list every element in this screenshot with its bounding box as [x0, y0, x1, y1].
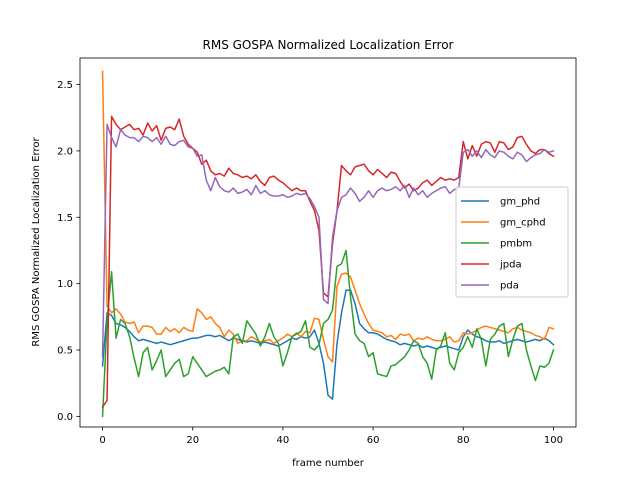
series-line-pda [101, 123, 555, 358]
x-tick-label: 40 [277, 435, 290, 446]
x-axis-label: frame number [292, 458, 365, 469]
series-line-pmbm [101, 249, 555, 418]
legend-label-gm_phd: gm_phd [500, 197, 540, 208]
x-tick-label: 0 [99, 435, 105, 446]
legend-label-pmbm: pmbm [500, 239, 532, 250]
x-axis: 0 20 40 60 80 100 [99, 427, 563, 446]
series-line-gm_phd [101, 289, 555, 400]
series-layer [101, 70, 555, 418]
legend-box [455, 186, 569, 298]
chart-title: RMS GOSPA Normalized Localization Error [203, 38, 454, 52]
y-tick-label: 2.0 [57, 146, 73, 157]
y-tick-label: 0.5 [57, 346, 73, 357]
y-tick-label: 1.0 [57, 279, 73, 290]
x-tick-label: 20 [186, 435, 199, 446]
series-line-gm_cphd [101, 70, 555, 363]
legend-label-pda: pda [500, 281, 519, 292]
y-axis-label: RMS GOSPA Normalized Localization Error [31, 137, 42, 347]
legend-label-jpda: jpda [499, 260, 522, 271]
x-tick-label: 100 [544, 435, 563, 446]
y-tick-label: 0.0 [57, 412, 73, 423]
legend-label-gm_cphd: gm_cphd [500, 218, 546, 229]
y-axis: 0.0 0.5 1.0 1.5 2.0 2.5 [57, 80, 80, 423]
x-tick-label: 60 [367, 435, 380, 446]
x-tick-label: 80 [457, 435, 470, 446]
y-tick-label: 2.5 [57, 80, 73, 91]
y-tick-label: 1.5 [57, 213, 73, 224]
plot-frame [79, 57, 577, 428]
